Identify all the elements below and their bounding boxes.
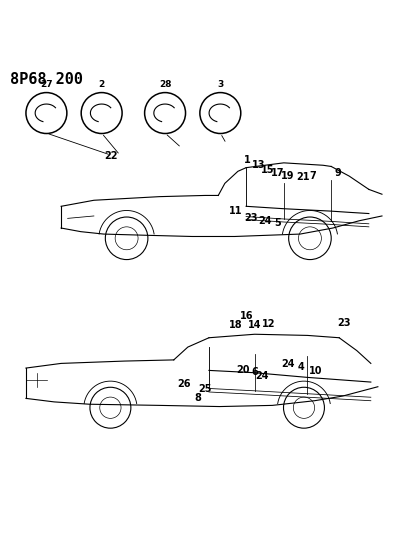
Text: 16: 16 [240,311,254,321]
Text: 25: 25 [199,384,212,394]
Text: 9: 9 [335,168,341,178]
Text: 28: 28 [159,80,171,90]
Text: 24: 24 [256,371,269,381]
Text: 10: 10 [309,366,323,376]
Text: 8: 8 [194,393,201,403]
Text: 2: 2 [98,80,105,90]
Text: 14: 14 [248,320,261,329]
Text: 24: 24 [281,359,295,369]
Text: 23: 23 [337,318,351,328]
Text: 26: 26 [178,379,191,389]
Text: 8P68 200: 8P68 200 [9,72,82,87]
Text: 13: 13 [252,160,265,170]
Text: 12: 12 [262,319,275,329]
Text: 11: 11 [229,206,242,216]
Text: 4: 4 [298,362,305,372]
Text: 24: 24 [259,216,272,227]
Text: 18: 18 [229,320,242,329]
Text: 22: 22 [104,151,118,161]
Text: 20: 20 [236,365,250,375]
Text: 27: 27 [40,80,53,90]
Text: 1: 1 [243,155,250,165]
Text: 23: 23 [244,213,258,223]
Text: 15: 15 [261,165,274,175]
Text: 5: 5 [274,218,281,228]
Text: 19: 19 [281,171,295,181]
Text: 7: 7 [309,171,316,181]
Text: 3: 3 [217,80,223,90]
Text: 17: 17 [271,168,284,178]
Text: 6: 6 [252,367,258,377]
Text: 21: 21 [297,172,310,182]
